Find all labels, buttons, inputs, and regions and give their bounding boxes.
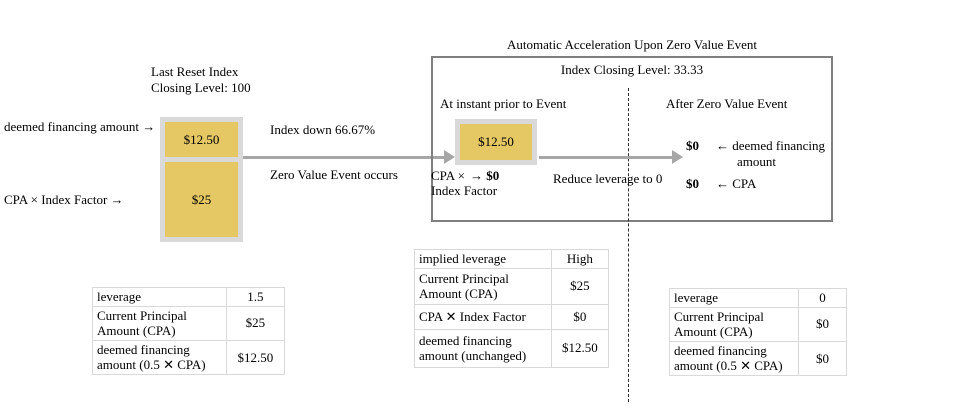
before-table: leverage 1.5 Current Principal Amount (C… <box>92 287 286 375</box>
prior-cpa-text: CPA × Index Factor <box>431 168 497 198</box>
table-row: deemed financing amount (0.5 ✕ CPA) $12.… <box>92 339 286 375</box>
table-row: deemed financing amount (unchanged) $12.… <box>414 328 610 368</box>
row-value: $25 <box>225 305 286 341</box>
table-row: implied leverage High <box>414 249 610 269</box>
row-label: implied leverage <box>414 249 552 269</box>
table-row: leverage 0 <box>669 288 847 308</box>
table-row: Current Principal Amount (CPA) $0 <box>669 306 847 342</box>
after-heading: After Zero Value Event <box>666 96 788 111</box>
prior-cpa-line2: Index Factor <box>431 183 498 198</box>
row-label: CPA ✕ Index Factor <box>414 303 552 330</box>
prior-cpa-line1: CPA × <box>431 168 465 183</box>
row-label: leverage <box>669 288 799 308</box>
row-value: 0 <box>798 288 847 308</box>
reduce-leverage-label: Reduce leverage to 0 <box>553 171 663 186</box>
row-value: 1.5 <box>225 287 286 307</box>
table-row: Current Principal Amount (CPA) $25 <box>92 305 286 341</box>
after-table: leverage 0 Current Principal Amount (CPA… <box>669 288 847 376</box>
cpa-box: $25 <box>165 162 238 237</box>
dashed-divider-line <box>628 88 629 402</box>
row-value: $0 <box>798 306 847 342</box>
prior-heading: At instant prior to Event <box>440 96 567 111</box>
row-label: Current Principal Amount (CPA) <box>92 305 227 341</box>
prior-deemed-financing-box: $12.50 <box>460 124 532 160</box>
transition-arrow-head-icon <box>444 150 455 164</box>
instant-table: implied leverage High Current Principal … <box>414 249 610 368</box>
table-row: Current Principal Amount (CPA) $25 <box>414 267 610 305</box>
row-label: leverage <box>92 287 227 307</box>
index-closing-level: Index Closing Level: 33.33 <box>560 62 704 77</box>
event-box <box>431 56 833 222</box>
row-value: $0 <box>798 340 847 376</box>
prior-cpa-result-value: $0 <box>486 168 500 183</box>
after-deemed-value: $0 <box>686 138 699 153</box>
after-deemed-label: ← deemed financing <box>716 138 826 153</box>
reduce-arrow-line <box>539 156 673 159</box>
transition-arrow-line <box>243 156 446 159</box>
row-label: Current Principal Amount (CPA) <box>414 267 552 305</box>
last-reset-title: Last Reset Index Closing Level: 100 <box>151 64 251 96</box>
row-label: deemed financing amount (unchanged) <box>414 328 552 368</box>
row-value: $12.50 <box>225 339 286 375</box>
last-reset-title-line1: Last Reset Index <box>151 64 239 79</box>
cpa-index-factor-label: CPA × Index Factor → <box>4 192 124 207</box>
right-arrow-icon: → <box>470 168 483 183</box>
prior-box-frame: $12.50 <box>455 119 537 165</box>
index-down-label: Index down 66.67% <box>270 122 376 137</box>
row-value: High <box>550 249 610 269</box>
deemed-financing-label: deemed financing amount → <box>4 119 156 134</box>
after-deemed-label-line2: amount <box>737 154 776 169</box>
row-value: $25 <box>550 267 610 305</box>
reduce-arrow-head-icon <box>672 150 683 164</box>
table-row: CPA ✕ Index Factor $0 <box>414 303 610 330</box>
table-row: deemed financing amount (0.5 ✕ CPA) $0 <box>669 340 847 376</box>
after-cpa-value: $0 <box>686 176 699 191</box>
zero-value-event-label: Zero Value Event occurs <box>270 167 398 182</box>
last-reset-title-line2: Closing Level: 100 <box>151 80 251 95</box>
prior-cpa-result: → $0 <box>470 168 499 184</box>
event-box-title: Automatic Acceleration Upon Zero Value E… <box>507 37 757 52</box>
row-label: deemed financing amount (0.5 ✕ CPA) <box>92 339 227 375</box>
after-cpa-label: ← CPA <box>716 176 757 191</box>
table-row: leverage 1.5 <box>92 287 286 307</box>
row-label: Current Principal Amount (CPA) <box>669 306 799 342</box>
row-label: deemed financing amount (0.5 ✕ CPA) <box>669 340 799 376</box>
left-value-stack: $12.50 $25 <box>160 117 243 242</box>
deemed-financing-box: $12.50 <box>165 122 238 157</box>
row-value: $12.50 <box>550 328 610 368</box>
row-value: $0 <box>550 303 610 330</box>
